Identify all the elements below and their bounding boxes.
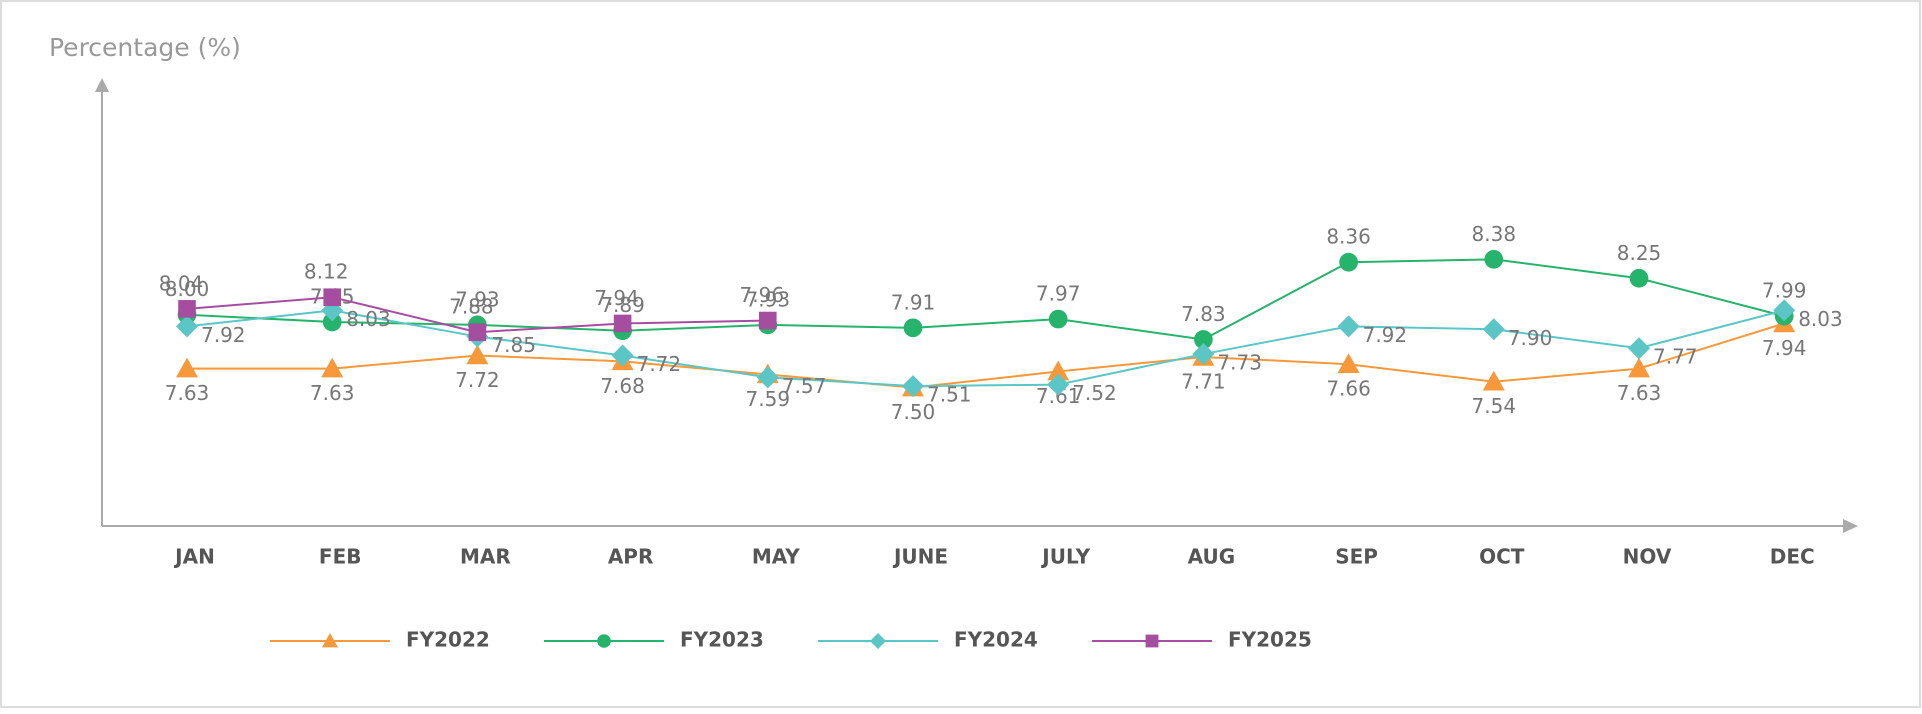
- marker: [178, 300, 196, 318]
- marker: [756, 366, 779, 389]
- data-label: 7.97: [1036, 282, 1081, 306]
- x-tick-label: SEP: [1335, 545, 1378, 569]
- marker: [1628, 357, 1650, 378]
- x-tick-label: DEC: [1770, 545, 1815, 569]
- marker: [1337, 353, 1360, 374]
- data-label: 7.92: [201, 323, 246, 347]
- x-tick-label: JUNE: [892, 545, 948, 569]
- x-tick-label: NOV: [1623, 545, 1672, 569]
- data-label: 7.89: [600, 293, 645, 317]
- x-tick-label: MAR: [460, 545, 511, 569]
- marker: [1629, 268, 1649, 288]
- data-label: 7.92: [1363, 323, 1408, 347]
- marker: [1628, 337, 1650, 360]
- marker: [322, 312, 342, 332]
- marker: [468, 323, 487, 341]
- data-label: 7.99: [1762, 279, 1807, 303]
- legend-label: FY2025: [1228, 628, 1312, 652]
- data-label: 7.90: [1508, 326, 1553, 350]
- data-label: 7.71: [1181, 369, 1226, 393]
- data-label: 7.63: [165, 381, 210, 405]
- marker: [1337, 315, 1360, 338]
- y-arrow: [95, 78, 109, 92]
- data-label: 7.83: [1181, 302, 1226, 326]
- marker: [903, 318, 923, 338]
- data-label: 7.57: [782, 374, 827, 398]
- data-label: 8.03: [1798, 307, 1843, 331]
- data-label: 8.38: [1472, 222, 1517, 246]
- x-tick-label: JAN: [173, 545, 215, 569]
- data-label: 7.72: [637, 352, 682, 376]
- data-label: 7.63: [1617, 381, 1662, 405]
- marker: [1773, 299, 1796, 322]
- legend-label: FY2024: [954, 628, 1038, 652]
- x-tick-label: APR: [608, 545, 654, 569]
- data-label: 7.77: [1653, 345, 1698, 369]
- marker: [1482, 318, 1505, 341]
- data-label: 7.51: [927, 383, 972, 407]
- marker: [611, 344, 634, 367]
- x-tick-label: OCT: [1479, 545, 1525, 569]
- marker: [176, 357, 198, 378]
- data-label: 7.93: [746, 287, 791, 311]
- marker: [759, 311, 777, 330]
- marker: [466, 344, 489, 365]
- data-label: 8.25: [1617, 241, 1662, 265]
- marker: [1047, 360, 1070, 381]
- series-line: [186, 309, 1785, 388]
- data-label: 8.04: [159, 271, 204, 295]
- data-label: 7.63: [310, 381, 355, 405]
- marker: [322, 633, 338, 648]
- marker: [321, 357, 344, 378]
- data-label: 7.52: [1072, 381, 1117, 405]
- data-label: 8.03: [346, 307, 391, 331]
- y-axis-label: Percentage (%): [49, 33, 241, 62]
- data-label: 7.73: [1217, 351, 1262, 375]
- data-label: 7.91: [891, 290, 936, 314]
- data-label: 7.72: [455, 368, 500, 392]
- data-label: 7.94: [1762, 336, 1807, 360]
- marker: [613, 314, 632, 333]
- series-line: [187, 322, 1785, 389]
- data-label: 7.88: [449, 295, 494, 319]
- x-tick-label: FEB: [319, 545, 362, 569]
- data-label: 8.00: [165, 277, 210, 301]
- legend-label: FY2023: [680, 628, 764, 652]
- marker: [1339, 252, 1358, 272]
- x-tick-label: JULY: [1040, 545, 1090, 569]
- data-label: 7.54: [1472, 394, 1517, 418]
- data-label: 8.36: [1326, 225, 1371, 249]
- marker: [1145, 634, 1159, 648]
- marker: [1192, 343, 1215, 366]
- data-label: 8.12: [304, 260, 349, 284]
- marker: [1194, 330, 1213, 349]
- data-label: 7.50: [891, 400, 936, 424]
- x-tick-label: AUG: [1188, 545, 1236, 569]
- marker: [902, 375, 924, 398]
- marker: [597, 634, 611, 648]
- data-label: 7.96: [740, 283, 785, 307]
- data-label: 7.94: [594, 286, 639, 310]
- x-arrow: [1843, 519, 1858, 533]
- legend-label: FY2022: [406, 628, 490, 652]
- marker: [870, 633, 886, 649]
- marker: [176, 315, 198, 338]
- data-label: 7.66: [1326, 377, 1371, 401]
- marker: [1482, 370, 1505, 391]
- data-label: 7.93: [455, 287, 500, 311]
- series-line: [186, 258, 1785, 341]
- data-label: 7.59: [746, 387, 791, 411]
- data-label: 7.85: [491, 333, 536, 357]
- x-tick-label: MAY: [752, 545, 800, 569]
- marker: [323, 288, 341, 307]
- marker: [1484, 249, 1504, 269]
- data-label: 7.68: [600, 374, 645, 398]
- marker: [1048, 309, 1068, 329]
- marker: [1047, 373, 1070, 396]
